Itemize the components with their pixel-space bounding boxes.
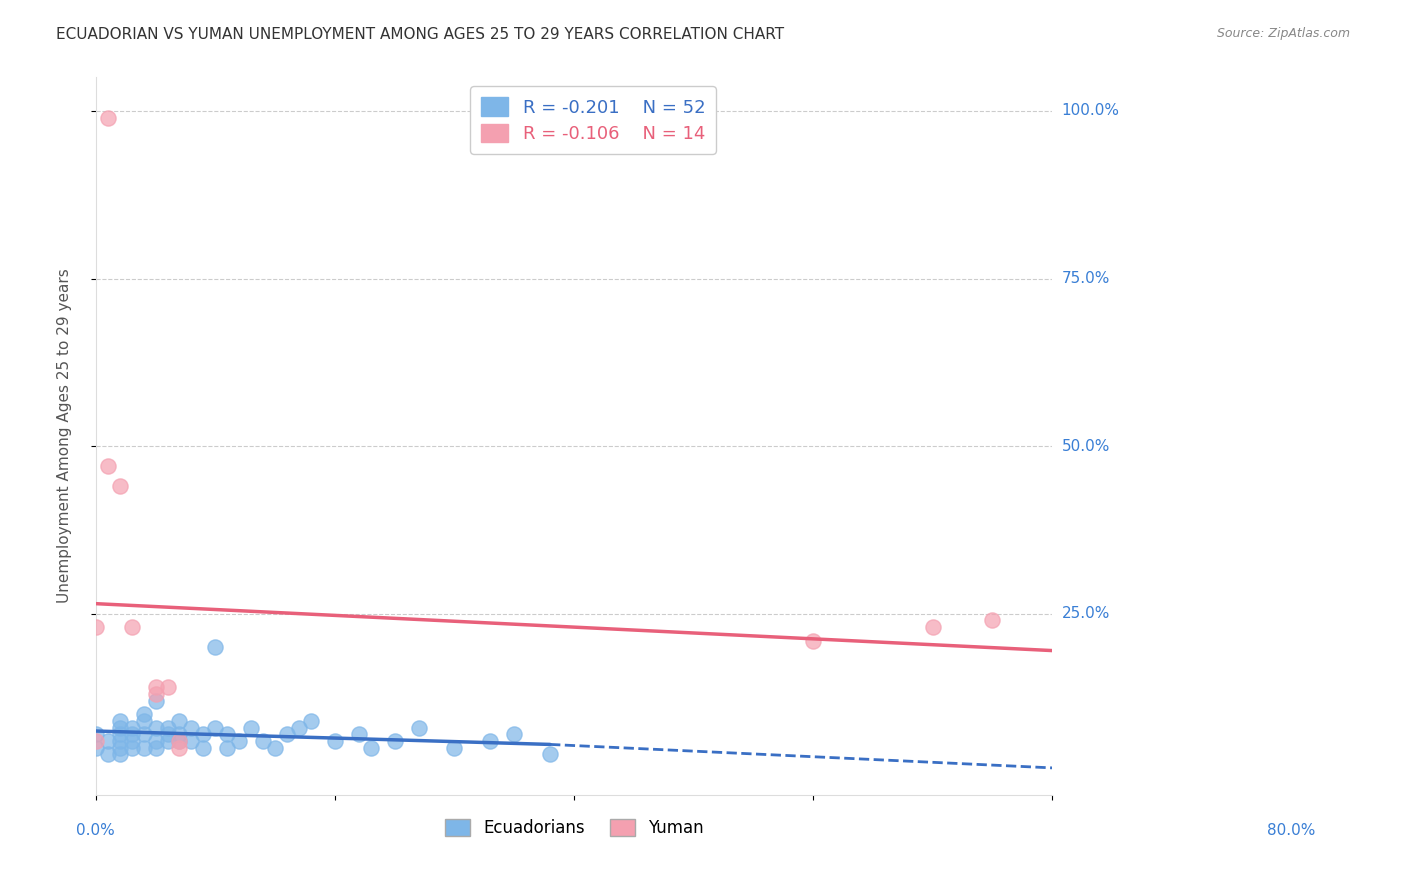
Point: [169, 727, 191, 741]
Point: [801, 633, 824, 648]
Point: [156, 681, 179, 695]
Point: [384, 734, 406, 748]
Point: [132, 740, 155, 755]
Text: ECUADORIAN VS YUMAN UNEMPLOYMENT AMONG AGES 25 TO 29 YEARS CORRELATION CHART: ECUADORIAN VS YUMAN UNEMPLOYMENT AMONG A…: [56, 27, 785, 42]
Point: [408, 721, 430, 735]
Point: [132, 727, 155, 741]
Point: [479, 734, 502, 748]
Point: [145, 734, 167, 748]
Point: [97, 734, 120, 748]
Point: [288, 721, 311, 735]
Point: [145, 694, 167, 708]
Text: 25.0%: 25.0%: [1062, 607, 1111, 621]
Point: [132, 707, 155, 722]
Point: [108, 721, 131, 735]
Point: [193, 740, 215, 755]
Point: [323, 734, 346, 748]
Text: 75.0%: 75.0%: [1062, 271, 1111, 286]
Point: [443, 740, 465, 755]
Point: [121, 620, 143, 634]
Text: 80.0%: 80.0%: [1267, 823, 1316, 838]
Point: [276, 727, 298, 741]
Point: [108, 714, 131, 728]
Point: [264, 740, 287, 755]
Point: [503, 727, 526, 741]
Point: [97, 747, 120, 762]
Point: [538, 747, 561, 762]
Point: [169, 734, 191, 748]
Y-axis label: Unemployment Among Ages 25 to 29 years: Unemployment Among Ages 25 to 29 years: [58, 268, 72, 604]
Point: [347, 727, 370, 741]
Point: [156, 721, 179, 735]
Point: [145, 681, 167, 695]
Point: [180, 734, 202, 748]
Point: [193, 727, 215, 741]
Text: 50.0%: 50.0%: [1062, 439, 1111, 454]
Point: [97, 459, 120, 474]
Point: [121, 721, 143, 735]
Point: [121, 734, 143, 748]
Point: [299, 714, 322, 728]
Point: [84, 740, 107, 755]
Point: [169, 714, 191, 728]
Point: [84, 734, 107, 748]
Point: [108, 747, 131, 762]
Point: [217, 727, 239, 741]
Point: [108, 734, 131, 748]
Point: [84, 727, 107, 741]
Point: [921, 620, 943, 634]
Point: [97, 111, 120, 125]
Point: [204, 640, 226, 655]
Point: [981, 614, 1004, 628]
Text: 0.0%: 0.0%: [76, 823, 115, 838]
Point: [145, 721, 167, 735]
Point: [228, 734, 250, 748]
Text: 100.0%: 100.0%: [1062, 103, 1119, 119]
Point: [360, 740, 382, 755]
Point: [180, 721, 202, 735]
Point: [169, 734, 191, 748]
Point: [217, 740, 239, 755]
Point: [84, 620, 107, 634]
Point: [108, 479, 131, 493]
Point: [145, 740, 167, 755]
Text: Source: ZipAtlas.com: Source: ZipAtlas.com: [1216, 27, 1350, 40]
Point: [252, 734, 274, 748]
Legend: Ecuadorians, Yuman: Ecuadorians, Yuman: [437, 813, 710, 844]
Point: [240, 721, 263, 735]
Point: [204, 721, 226, 735]
Point: [121, 740, 143, 755]
Point: [169, 740, 191, 755]
Point: [145, 687, 167, 701]
Point: [156, 734, 179, 748]
Point: [108, 727, 131, 741]
Point: [132, 714, 155, 728]
Point: [156, 727, 179, 741]
Point: [121, 727, 143, 741]
Point: [108, 740, 131, 755]
